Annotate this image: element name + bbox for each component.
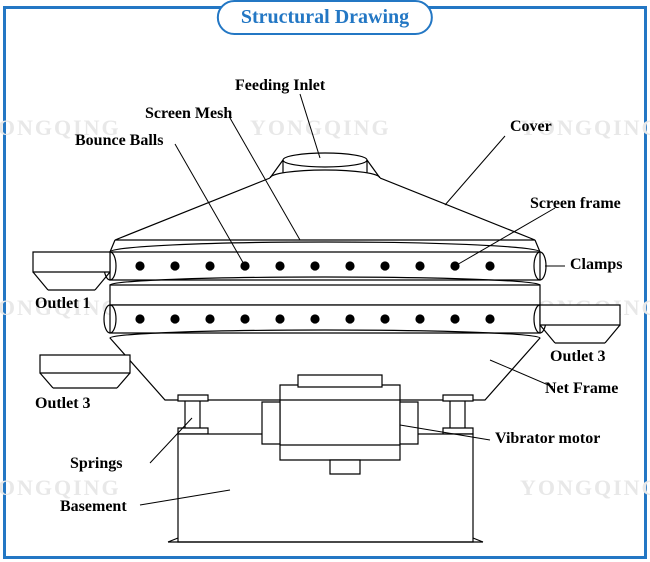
label-outlet-1: Outlet 1 xyxy=(35,295,91,313)
label-cover: Cover xyxy=(510,118,552,136)
label-outlet-3b: Outlet 3 xyxy=(35,395,91,413)
label-screen-mesh: Screen Mesh xyxy=(145,105,232,123)
label-basement: Basement xyxy=(60,498,127,516)
label-vibrator-motor: Vibrator motor xyxy=(495,430,600,448)
label-outlet-3a: Outlet 3 xyxy=(550,348,606,366)
label-springs: Springs xyxy=(70,455,122,473)
title-pill: Structural Drawing xyxy=(217,0,433,35)
label-feeding-inlet: Feeding Inlet xyxy=(235,77,325,95)
label-net-frame: Net Frame xyxy=(545,380,618,398)
label-clamps: Clamps xyxy=(570,256,622,274)
label-screen-frame: Screen frame xyxy=(530,195,621,213)
label-bounce-balls: Bounce Balls xyxy=(75,132,163,150)
